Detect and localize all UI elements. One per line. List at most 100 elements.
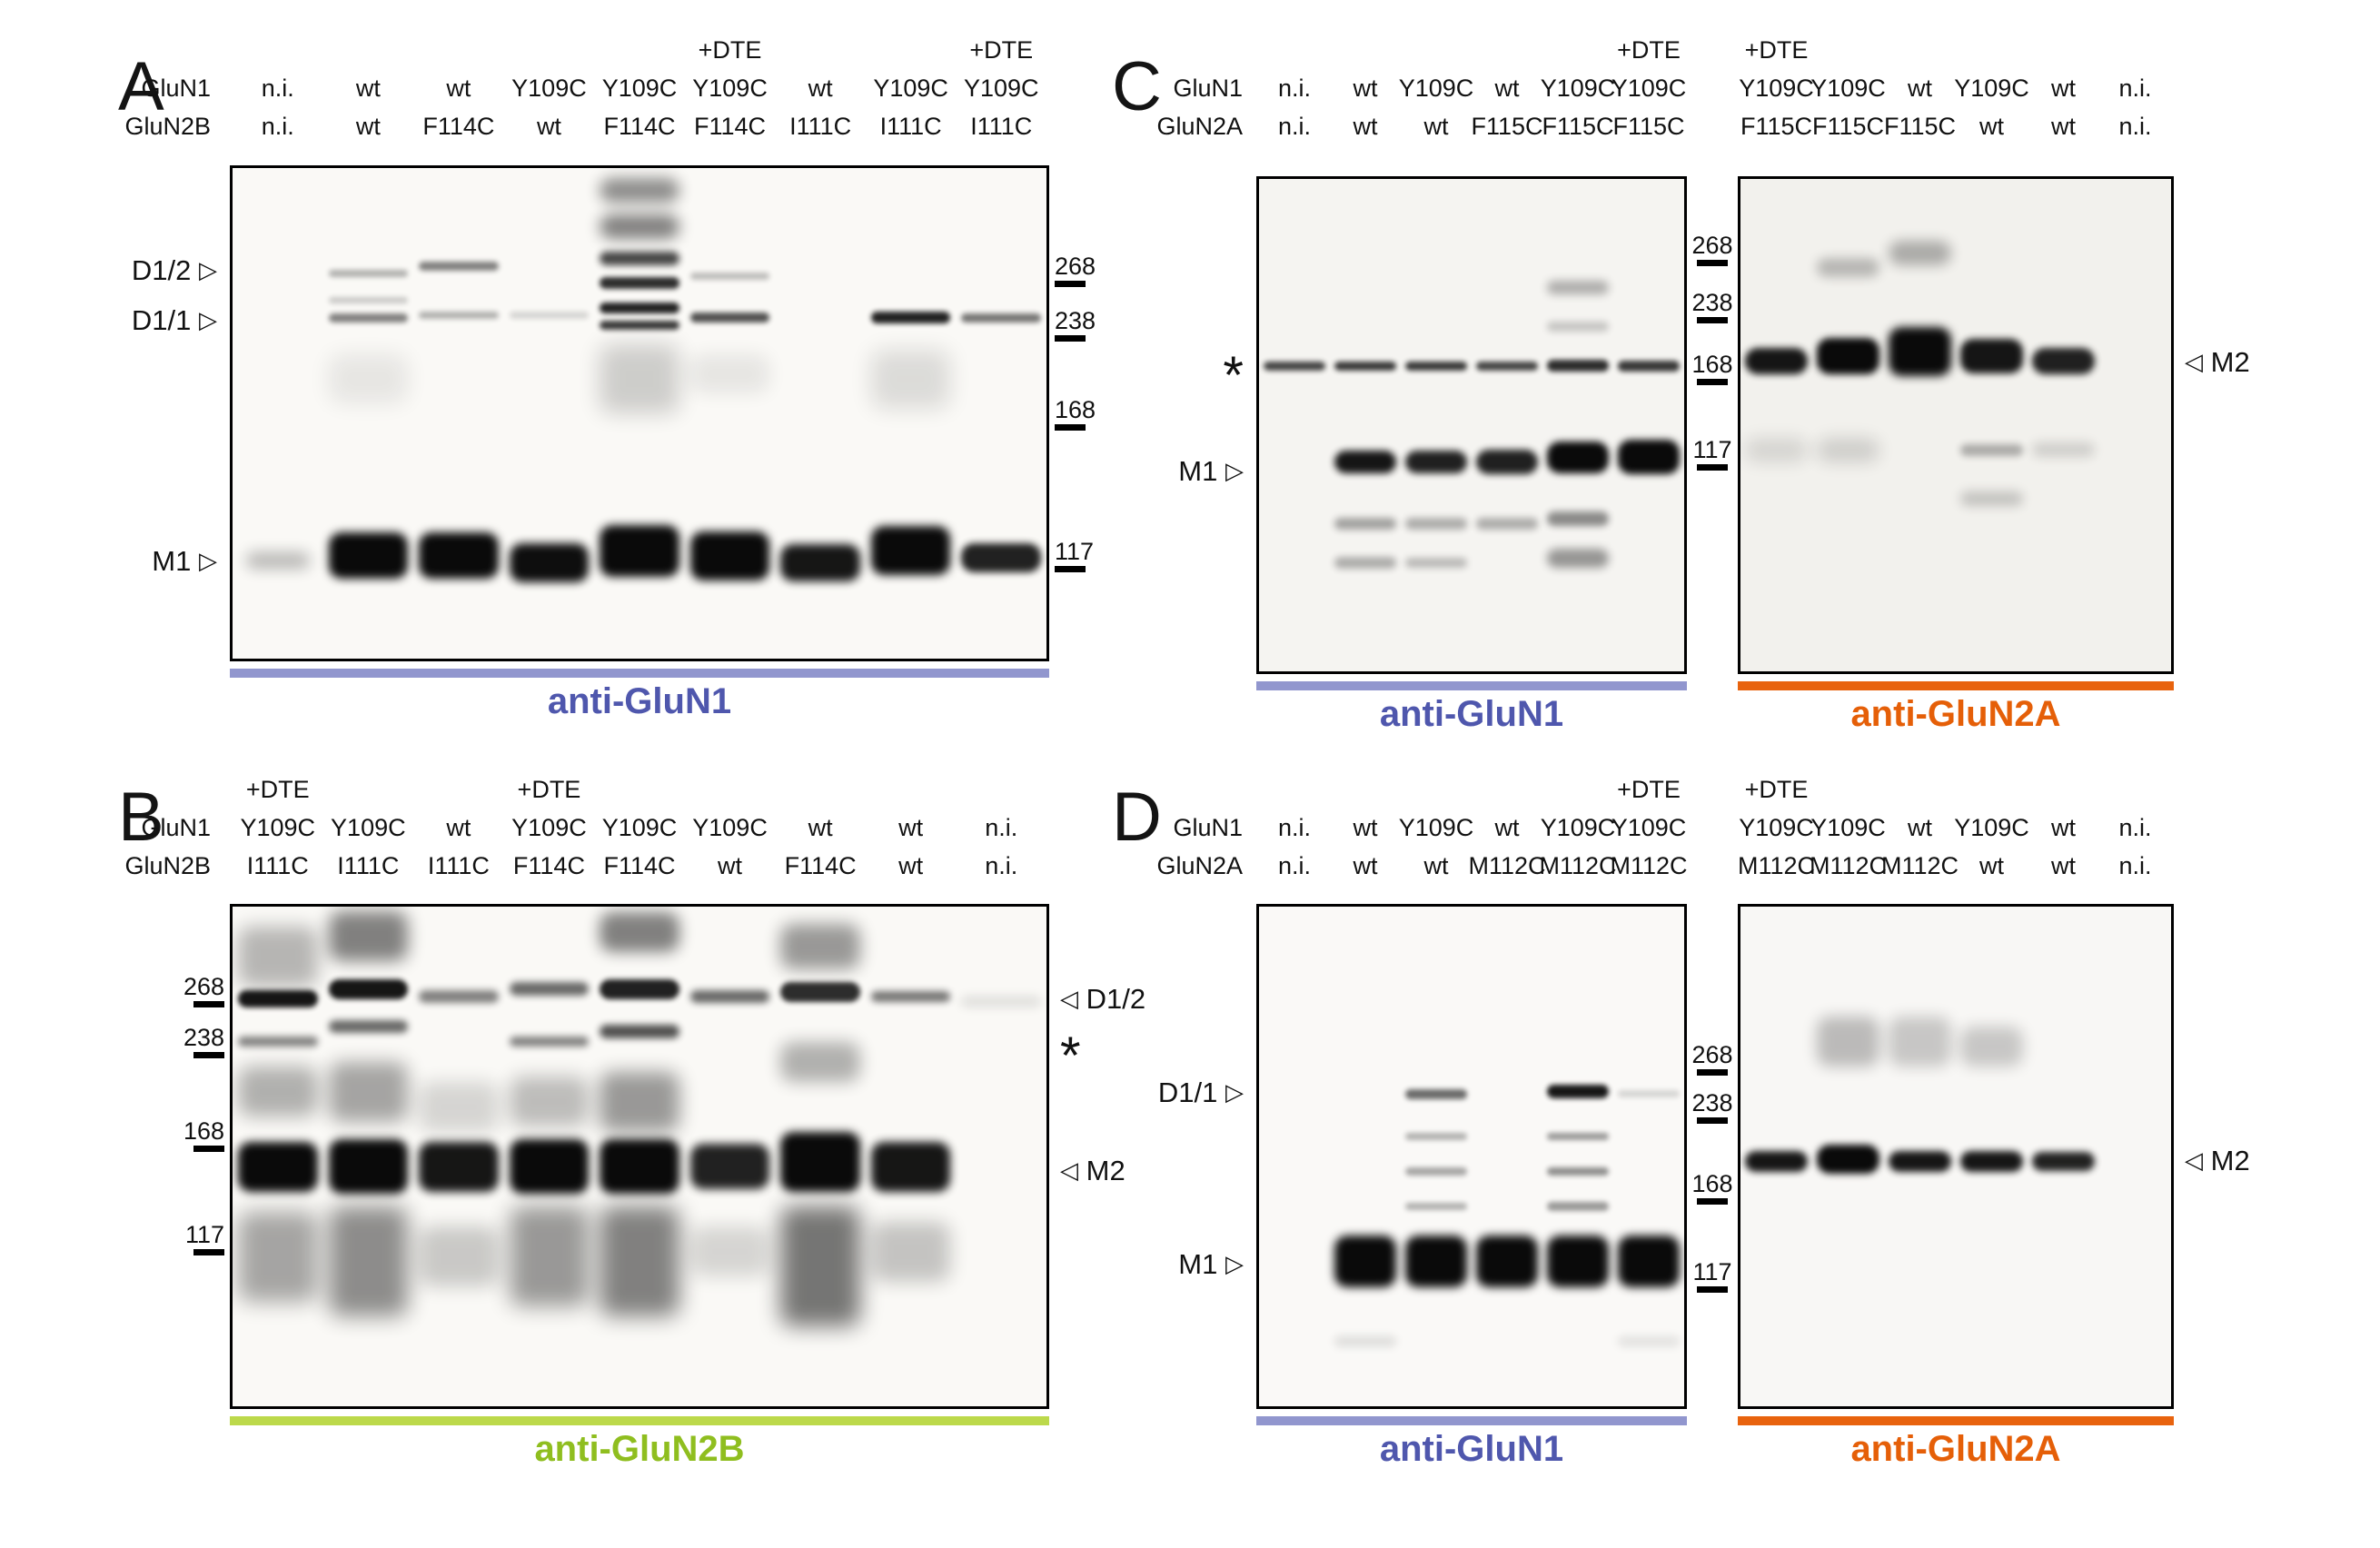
protein-band [1475, 1235, 1539, 1288]
lane-construct-top: Y109C [1954, 74, 2029, 102]
blot-lane [504, 907, 595, 1406]
protein-band [509, 1077, 590, 1126]
protein-band [1334, 451, 1397, 473]
lane-construct-bottom: I111C [789, 113, 852, 140]
mw-value: 117 [1692, 435, 1732, 463]
lane-construct-bottom: F115C [1612, 113, 1685, 140]
protein-band [600, 252, 679, 266]
lane-construct-top: Y109C [692, 814, 768, 841]
blot-lane [1812, 907, 1884, 1406]
lane-construct-top: wt [898, 814, 924, 841]
protein-band [780, 1041, 860, 1082]
band-marker-m1: M1 ▷ [1002, 453, 1244, 491]
mw-marker: 117 [1685, 1259, 1740, 1294]
lane-construct-top: wt [1353, 814, 1378, 841]
protein-band [237, 1037, 318, 1047]
mw-marker: 238 [1055, 308, 1109, 342]
lane-construct-bottom: wt [1979, 852, 2004, 879]
lane-construct-top: wt [808, 74, 833, 102]
protein-band [509, 982, 590, 997]
antibody-color-bar [1256, 1416, 1687, 1425]
lane-construct-bottom: F114C [422, 113, 495, 140]
lane-construct-bottom: F114C [694, 113, 767, 140]
protein-band [1404, 558, 1468, 569]
mw-value: 268 [1691, 231, 1733, 259]
lane-construct-bottom: M112C [1610, 852, 1688, 879]
protein-band [1816, 437, 1880, 462]
mw-tick [1697, 463, 1728, 471]
mw-marker: 168 [170, 1118, 224, 1152]
band-marker-m1: M1 ▷ [1002, 1246, 1244, 1285]
protein-band [1404, 1167, 1468, 1176]
blot-lane [413, 168, 504, 659]
mw-marker: 268 [170, 974, 224, 1008]
lane-construct-bottom: n.i. [2118, 113, 2152, 140]
lane-construct-top: Y109C [601, 814, 678, 841]
protein-band [689, 272, 770, 280]
mw-value: 238 [183, 1023, 224, 1051]
protein-band [328, 1138, 409, 1195]
lane-construct-top: wt [808, 814, 833, 841]
protein-band [600, 978, 679, 999]
mw-tick [1055, 424, 1086, 432]
protein-band [870, 526, 951, 576]
mw-value: 168 [1691, 351, 1733, 379]
lane-dte-label: +DTE [1617, 776, 1681, 803]
lane-construct-bottom: n.i. [2118, 852, 2152, 879]
lane-construct-bottom: F115C [1883, 113, 1957, 140]
antibody-label: anti-GluN2A [1850, 694, 2061, 734]
arrow-left-icon: ◁ [1060, 1156, 1078, 1185]
mw-value: 168 [1691, 1170, 1733, 1198]
blot-lane [1812, 179, 1884, 671]
mw-marker: 238 [170, 1025, 224, 1058]
antibody-label: anti-GluN1 [547, 681, 732, 721]
lane-construct-top: Y109C [601, 74, 678, 102]
mw-marker: 268 [1055, 253, 1109, 288]
protein-band [600, 320, 679, 330]
protein-band [328, 354, 409, 404]
blot-lane [956, 907, 1046, 1406]
panel-letter: B [118, 779, 164, 856]
lane-construct-top: Y109C [1739, 814, 1814, 841]
mw-value: 238 [1691, 288, 1733, 316]
lane-construct-top: n.i. [2118, 74, 2152, 102]
blot-1 [230, 165, 1049, 661]
construct-row-label-1: GluN1 [1173, 74, 1243, 102]
mw-tick [193, 1051, 224, 1058]
panel-letter: C [1112, 48, 1162, 125]
protein-band [1334, 517, 1397, 530]
construct-row-label-1: GluN1 [141, 814, 211, 841]
protein-band [1546, 280, 1610, 294]
lane-construct-bottom: M112C [1737, 852, 1816, 879]
band-marker-asterisk: * [1002, 350, 1244, 402]
lane-dte-label: +DTE [517, 776, 581, 803]
arrow-right-icon: ▷ [199, 547, 217, 575]
arrow-left-icon: ◁ [1060, 985, 1078, 1013]
protein-band [780, 981, 860, 1002]
protein-band [1744, 437, 1809, 462]
blot-lane [685, 168, 776, 659]
blot-lane [323, 907, 414, 1406]
lane-construct-top: Y109C [873, 74, 948, 102]
blot-1 [1256, 904, 1687, 1409]
mw-tick [193, 1248, 224, 1255]
blot-lane [1259, 907, 1330, 1406]
protein-band [1546, 1166, 1610, 1176]
protein-band [328, 978, 409, 999]
lane-construct-bottom: I111C [970, 113, 1033, 140]
band-marker-text: M2 [2210, 345, 2250, 378]
construct-row-label-1: GluN1 [1173, 814, 1243, 841]
blot-lane [1330, 179, 1401, 671]
protein-band [509, 1037, 590, 1047]
arrow-right-icon: ▷ [199, 306, 217, 334]
protein-band [237, 1141, 318, 1192]
protein-band [1816, 1144, 1880, 1174]
protein-band [328, 911, 409, 962]
mw-value: 168 [183, 1116, 224, 1145]
arrow-right-icon: ▷ [199, 257, 217, 285]
lane-construct-bottom: I111C [337, 852, 400, 879]
blot-lane [1613, 907, 1684, 1406]
blot-lane [323, 168, 414, 659]
lane-construct-bottom: F114C [603, 852, 676, 879]
protein-band [1475, 517, 1539, 530]
